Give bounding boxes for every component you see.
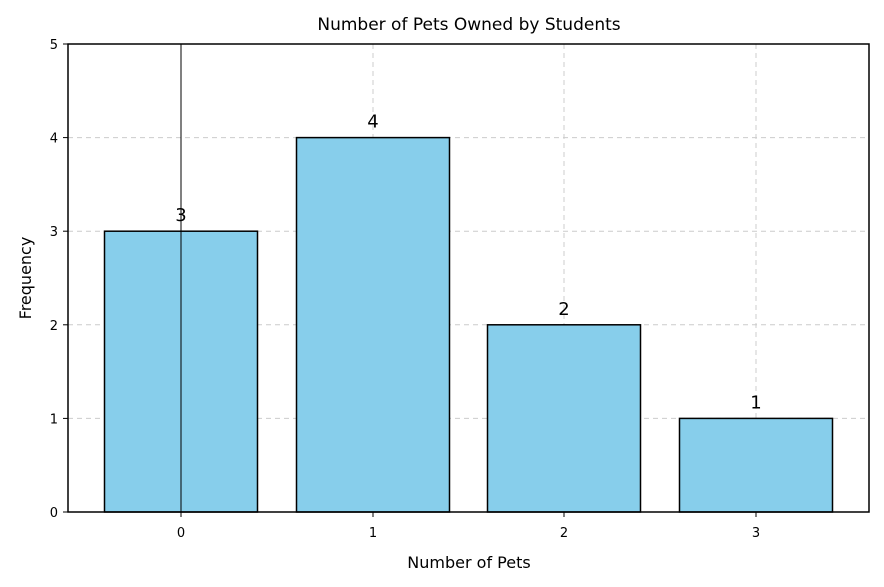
y-tick-label-1: 1 [50, 412, 58, 427]
x-axis-ticks: 0 1 2 3 [177, 512, 760, 541]
data-label-2: 2 [558, 299, 569, 320]
plot-frame [67, 43, 870, 513]
bar-2 [486, 324, 642, 513]
bar-3 [678, 417, 834, 513]
data-label-3: 1 [750, 392, 761, 413]
data-label-0: 3 [175, 205, 186, 226]
y-axis-ticks: 0 1 2 3 4 5 [50, 38, 68, 521]
x-tick-label-0: 0 [177, 526, 185, 541]
y-tick-label-4: 4 [50, 132, 58, 147]
data-label-1: 4 [367, 112, 378, 133]
x-tick-label-2: 2 [560, 526, 568, 541]
x-tick-label-3: 3 [752, 526, 760, 541]
x-axis-label: Number of Pets [407, 553, 530, 572]
y-axis-label: Frequency [16, 237, 35, 320]
y-tick-label-3: 3 [50, 225, 58, 240]
chart-title: Number of Pets Owned by Students [317, 15, 620, 35]
y-tick-label-0: 0 [50, 506, 58, 521]
bar-1 [295, 136, 451, 513]
y-tick-label-2: 2 [50, 319, 58, 334]
y-tick-label-5: 5 [50, 38, 58, 53]
data-labels: 3 4 2 1 [175, 112, 761, 414]
x-tick-label-1: 1 [369, 526, 377, 541]
bars [103, 136, 834, 513]
